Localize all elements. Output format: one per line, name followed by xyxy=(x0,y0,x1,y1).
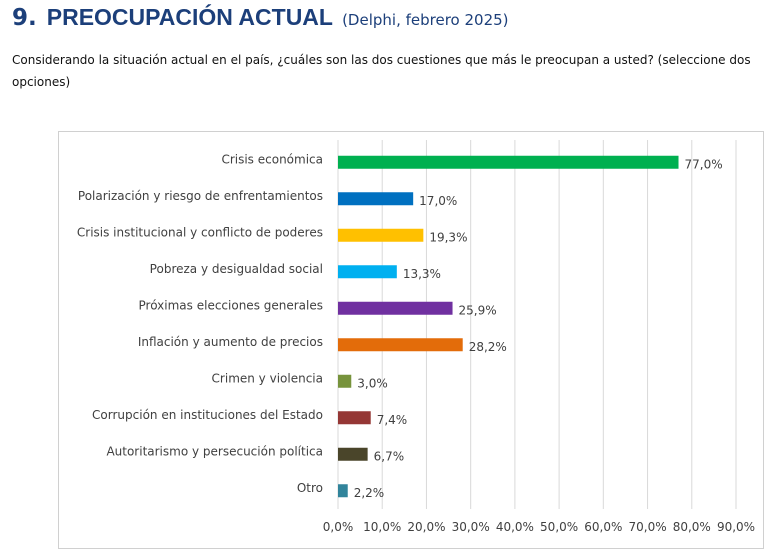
value-label-5: 28,2% xyxy=(469,340,507,354)
bar-chart: 0,0% 10,0% 20,0% 30,0% 40,0% 50,0% 60,0% 70,0% 8… xyxy=(77,140,755,534)
x-tick-label-7: 70,0% xyxy=(628,520,666,534)
category-label-9: Otro xyxy=(297,481,323,495)
value-label-3: 13,3% xyxy=(403,267,441,281)
value-label-7: 7,4% xyxy=(377,413,408,427)
category-label-7: Corrupción en instituciones del Estado xyxy=(92,408,323,422)
bar-1 xyxy=(338,192,414,206)
category-label-1: Polarización y riesgo de enfrentamientos xyxy=(78,189,323,203)
category-label-0: Crisis económica xyxy=(221,152,323,166)
question-text: Considerando la situación actual en el p… xyxy=(12,53,751,89)
x-tick-label-3: 30,0% xyxy=(452,520,490,534)
page-subtitle: (Delphi, febrero 2025) xyxy=(342,11,509,29)
value-label-6: 3,0% xyxy=(357,376,388,390)
value-label-1: 17,0% xyxy=(419,194,457,208)
value-label-2: 19,3% xyxy=(429,230,467,244)
x-tick-label-6: 60,0% xyxy=(584,520,622,534)
x-tick-label-0: 0,0% xyxy=(323,520,354,534)
category-label-2: Crisis institucional y conflicto de pode… xyxy=(77,225,323,239)
bar-4 xyxy=(338,301,453,315)
category-label-3: Pobreza y desigualdad social xyxy=(150,262,323,276)
section-number: 9. xyxy=(12,5,37,31)
category-label-4: Próximas elecciones generales xyxy=(139,298,323,312)
value-label-9: 2,2% xyxy=(354,486,385,500)
chart-frame: 0,0% 10,0% 20,0% 30,0% 40,0% 50,0% 60,0% 70,0% 8… xyxy=(58,131,764,549)
value-label-8: 6,7% xyxy=(374,449,405,463)
category-label-8: Autoritarismo y persecución política xyxy=(106,444,323,458)
x-tick-label-8: 80,0% xyxy=(673,520,711,534)
value-label-4: 25,9% xyxy=(459,303,497,317)
x-tick-label-1: 10,0% xyxy=(363,520,401,534)
bar-8 xyxy=(338,447,368,461)
value-label-0: 77,0% xyxy=(685,157,723,171)
page-header: 9. PREOCUPACIÓN ACTUAL (Delphi, febrero 2… xyxy=(12,4,509,31)
bar-9 xyxy=(338,484,348,498)
bar-2 xyxy=(338,228,424,242)
bar-7 xyxy=(338,411,371,425)
x-tick-label-2: 20,0% xyxy=(407,520,445,534)
x-tick-label-9: 90,0% xyxy=(717,520,755,534)
bar-3 xyxy=(338,265,397,279)
bar-5 xyxy=(338,338,463,352)
x-tick-label-5: 50,0% xyxy=(540,520,578,534)
page-title: PREOCUPACIÓN ACTUAL xyxy=(46,4,333,30)
bar-6 xyxy=(338,374,352,388)
category-label-6: Crimen y violencia xyxy=(212,371,323,385)
category-label-5: Inflación y aumento de precios xyxy=(138,335,323,349)
x-tick-label-4: 40,0% xyxy=(496,520,534,534)
bar-0 xyxy=(338,155,679,169)
